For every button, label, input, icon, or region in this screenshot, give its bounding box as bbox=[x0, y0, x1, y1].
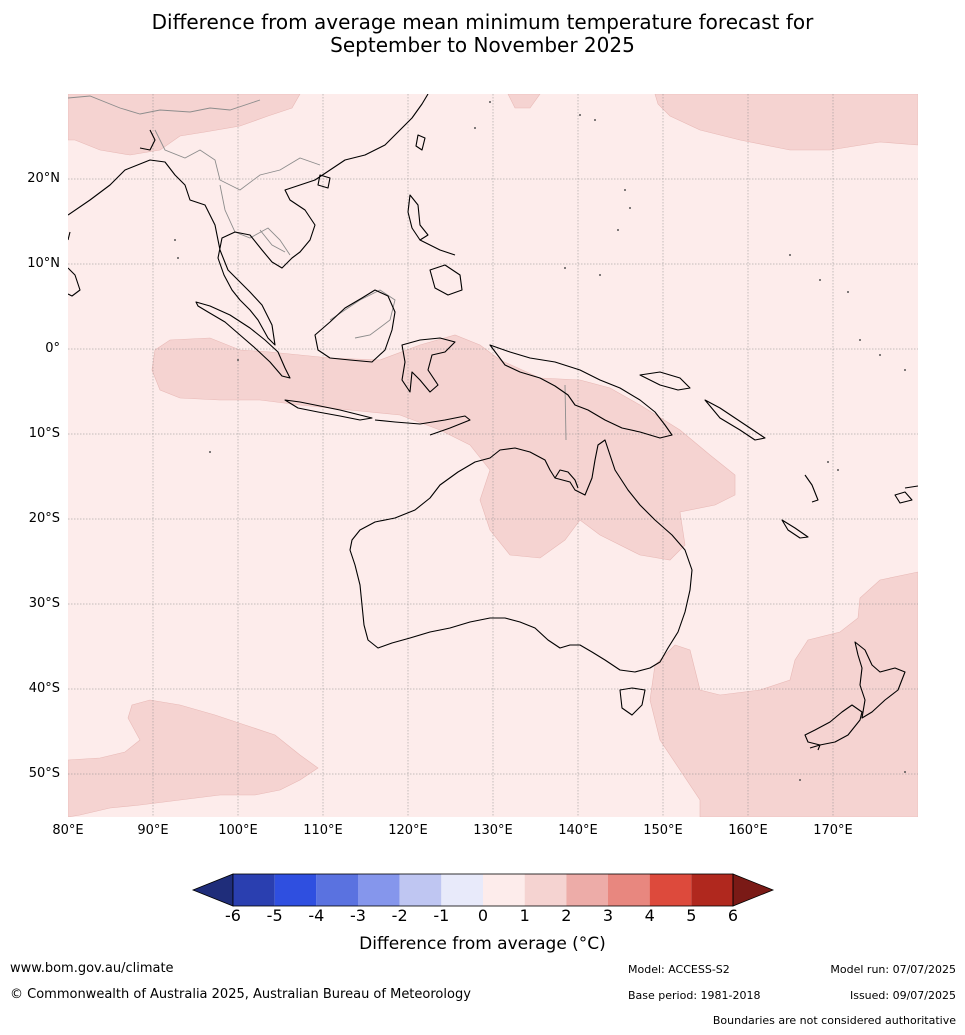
lon-label-90e: 90°E bbox=[137, 823, 169, 838]
colorbar bbox=[191, 873, 775, 907]
colorbar-tick: 6 bbox=[727, 906, 739, 925]
small-islands bbox=[174, 101, 906, 781]
coast-asia-mainland bbox=[68, 94, 429, 346]
lat-label-0: 0° bbox=[45, 341, 60, 356]
colorbar-tick: -2 bbox=[391, 906, 408, 925]
chart-title-line-2: September to November 2025 bbox=[330, 33, 635, 57]
colorbar-bin bbox=[566, 874, 608, 906]
lon-label-140e: 140°E bbox=[558, 823, 598, 838]
colorbar-tick: 2 bbox=[561, 906, 572, 925]
colorbar-bin bbox=[483, 874, 525, 906]
colorbar-bin bbox=[358, 874, 400, 906]
anomaly-patches bbox=[68, 94, 918, 817]
coast-solomons bbox=[704, 399, 766, 441]
lat-label-10s: 10°S bbox=[28, 426, 60, 441]
colorbar-extend-low bbox=[191, 873, 234, 907]
lon-label-100e: 100°E bbox=[218, 823, 258, 838]
footer-website: www.bom.gov.au/climate bbox=[10, 961, 174, 976]
patch-tasman-southwest-pacific bbox=[649, 571, 918, 817]
coast-sumatra bbox=[195, 301, 291, 379]
coast-new-britain bbox=[639, 371, 691, 391]
coast-hainan bbox=[317, 174, 331, 189]
patch-north-indochina bbox=[68, 94, 301, 156]
coast-borneo bbox=[314, 289, 396, 363]
colorbar-extend-high bbox=[732, 873, 775, 907]
colorbar-tick: -1 bbox=[433, 906, 450, 925]
lon-label-110e: 110°E bbox=[303, 823, 343, 838]
country-borders bbox=[68, 95, 567, 441]
colorbar-bin bbox=[524, 874, 567, 906]
lon-label-80e: 80°E bbox=[52, 823, 84, 838]
lon-label-130e: 130°E bbox=[473, 823, 513, 838]
colorbar-bin bbox=[691, 874, 733, 906]
lon-label-120e: 120°E bbox=[388, 823, 428, 838]
colorbar-tick: 1 bbox=[519, 906, 530, 925]
coast-new-caledonia bbox=[781, 519, 809, 539]
colorbar-tick: -5 bbox=[266, 906, 283, 925]
patch-northwest-pacific bbox=[507, 94, 541, 109]
lat-label-20n: 20°N bbox=[27, 171, 60, 186]
colorbar-bin bbox=[399, 874, 442, 906]
colorbar-tick: -4 bbox=[308, 906, 325, 925]
coast-australia bbox=[349, 439, 693, 673]
footer-base-period: Base period: 1981-2018 bbox=[628, 989, 761, 1002]
lon-label-150e: 150°E bbox=[643, 823, 683, 838]
coast-sulawesi bbox=[401, 337, 456, 393]
graticule bbox=[68, 94, 918, 817]
coast-gulf-carpentaria bbox=[554, 469, 579, 489]
lon-label-170e: 170°E bbox=[813, 823, 853, 838]
lat-label-30s: 30°S bbox=[28, 596, 60, 611]
coast-india-east bbox=[68, 267, 81, 297]
coast-fiji bbox=[894, 491, 913, 504]
colorbar-tick: -6 bbox=[225, 906, 241, 925]
colorbar-tick: 3 bbox=[602, 906, 614, 925]
colorbar-tick: -3 bbox=[350, 906, 366, 925]
lat-label-40s: 40°S bbox=[28, 681, 60, 696]
colorbar-tick: 0 bbox=[477, 906, 489, 925]
colorbar-bin bbox=[608, 874, 650, 906]
footer-model-run: Model run: 07/07/2025 bbox=[830, 963, 956, 976]
coast-lesser-sunda bbox=[374, 415, 471, 436]
lat-label-10n: 10°N bbox=[27, 256, 60, 271]
colorbar-tick: 5 bbox=[686, 906, 697, 925]
lon-label-160e: 160°E bbox=[728, 823, 768, 838]
footer-issued: Issued: 09/07/2025 bbox=[849, 989, 956, 1002]
chart-title-line-1: Difference from average mean minimum tem… bbox=[151, 10, 814, 34]
footer-copyright: © Commonwealth of Australia 2025, Austra… bbox=[10, 987, 471, 1002]
coast-new-guinea bbox=[489, 344, 673, 439]
coast-java bbox=[284, 399, 373, 421]
colorbar-bin bbox=[233, 874, 275, 906]
lat-label-50s: 50°S bbox=[28, 766, 60, 781]
colorbar-bin bbox=[316, 874, 358, 906]
coast-luzon bbox=[407, 194, 429, 241]
lat-label-20s: 20°S bbox=[28, 511, 60, 526]
colorbar-outline bbox=[232, 873, 734, 907]
patch-southern-indian-ocean bbox=[68, 699, 319, 817]
footer-disclaimer: Boundaries are not considered authoritat… bbox=[712, 1014, 956, 1027]
colorbar-bin bbox=[441, 874, 483, 906]
colorbar-bin bbox=[649, 874, 692, 906]
colorbar-tick: 4 bbox=[644, 906, 655, 925]
coast-nz-north bbox=[854, 641, 906, 719]
footer-model: Model: ACCESS-S2 bbox=[628, 963, 730, 976]
coast-mindanao bbox=[429, 264, 463, 296]
colorbar-label: Difference from average (°C) bbox=[359, 934, 606, 954]
patch-indonesia-australia bbox=[151, 334, 736, 561]
colorbar-bin bbox=[274, 874, 317, 906]
coast-taiwan bbox=[415, 134, 426, 151]
coast-bay-bengal-north bbox=[139, 129, 156, 151]
coast-tasmania bbox=[619, 687, 646, 716]
coastlines bbox=[68, 94, 918, 751]
coast-vanuatu bbox=[804, 474, 819, 503]
patch-north-pacific bbox=[654, 94, 918, 151]
coast-nz-south bbox=[804, 704, 863, 746]
